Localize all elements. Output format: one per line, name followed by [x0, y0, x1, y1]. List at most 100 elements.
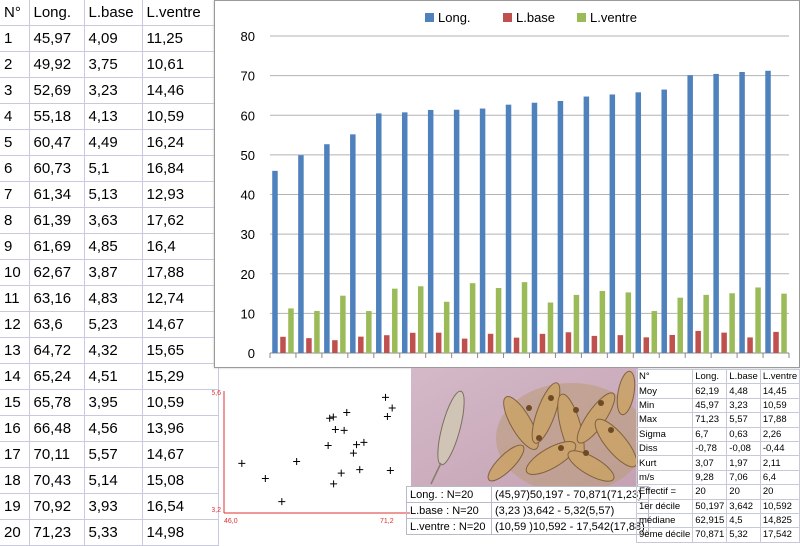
long-cell: 70,43: [29, 467, 85, 494]
stat-long: 71,23: [692, 412, 728, 428]
stat-lbase: 5,57: [726, 412, 761, 428]
lventre-cell: 16,54: [142, 493, 219, 520]
lbase-cell: 5,23: [84, 311, 143, 338]
row-number: 15: [0, 389, 30, 416]
lbase-cell: 4,56: [84, 415, 143, 442]
stat-long: 9,28: [692, 469, 728, 486]
bar-lbase-1: [280, 336, 286, 353]
table-row: 19 70,92 3,93 16,54: [0, 493, 219, 520]
stat-label: Moy: [635, 383, 694, 399]
table-row: 17 70,11 5,57 14,67: [0, 441, 219, 468]
scatter-point-9: [331, 425, 339, 433]
y-tick-label: 60: [241, 108, 255, 123]
bar-lventre-14: [625, 292, 632, 353]
stat-lventre: 17,88: [759, 412, 800, 428]
lventre-cell: 15,08: [142, 467, 219, 494]
legend-label: Long.: [438, 10, 471, 25]
stats-header-label: N°: [635, 368, 694, 385]
row-number: 9: [0, 233, 30, 260]
y-tick-label: 80: [241, 29, 255, 44]
bar-lbase-2: [306, 338, 312, 353]
range-label: L.base : N=20: [406, 502, 492, 519]
bar-long-13: [583, 96, 590, 353]
table-row: 3 52,69 3,23 14,46: [0, 77, 219, 104]
row-number: 13: [0, 337, 30, 364]
bar-lbase-13: [591, 335, 598, 353]
bar-lventre-13: [599, 290, 606, 353]
scatter-point-2: [261, 474, 269, 482]
row-number: 16: [0, 415, 30, 442]
stats-row: 1er décile 50,197 3,642 10,592: [635, 498, 800, 514]
bar-lbase-12: [565, 332, 572, 353]
bar-lbase-6: [409, 332, 416, 353]
scatter-plot: 5,6 3,246,0 71,2: [212, 390, 410, 525]
stats-row: médiane 62,915 4,5 14,825: [635, 512, 800, 529]
lventre-cell: 10,59: [142, 389, 219, 416]
y-tick-label: 0: [248, 346, 255, 361]
stat-long: 62,19: [692, 383, 728, 399]
long-cell: 70,92: [29, 493, 85, 520]
bar-long-3: [324, 144, 330, 353]
stat-lbase: 20: [726, 484, 761, 500]
stat-lventre: 20: [759, 484, 800, 500]
stat-long: 3,07: [692, 455, 728, 471]
stat-label: Max: [635, 412, 694, 428]
row-number: 11: [0, 285, 30, 312]
bar-lventre-12: [573, 294, 580, 353]
bar-lbase-15: [643, 337, 650, 353]
scatter-point-1: [238, 459, 246, 467]
range-row: L.base : N=20 (3,23 )3,642 - 5,32(5,57): [406, 502, 649, 519]
table-row: 1 45,97 4,09 11,25: [0, 25, 219, 52]
long-cell: 52,69: [29, 77, 85, 104]
bar-long-15: [635, 92, 642, 354]
table-row: 2 49,92 3,75 10,61: [0, 51, 219, 78]
row-number: 19: [0, 493, 30, 520]
lbase-cell: 5,1: [84, 155, 143, 182]
scatter-point-3: [278, 498, 286, 506]
scatter-point-4: [293, 458, 301, 466]
stat-lbase: 7,06: [726, 469, 761, 486]
lventre-cell: 12,93: [142, 181, 219, 208]
lventre-cell: 15,65: [142, 337, 219, 364]
table-row: 13 64,72 4,32 15,65: [0, 337, 219, 364]
lventre-cell: 13,96: [142, 415, 219, 442]
bar-lventre-17: [703, 294, 709, 353]
long-cell: 49,92: [29, 51, 85, 78]
table-row: 15 65,78 3,95 10,59: [0, 389, 219, 416]
lbase-cell: 3,23: [84, 77, 143, 104]
range-row: L.ventre : N=20 (10,59 )10,592 - 17,542(1…: [406, 518, 649, 535]
lbase-cell: 4,09: [84, 25, 143, 52]
bar-long-4: [350, 134, 356, 353]
table-row: 16 66,48 4,56 13,96: [0, 415, 219, 442]
table-row: 5 60,47 4,49 16,24: [0, 129, 219, 156]
scatter-point-15: [356, 466, 364, 474]
measurements-header-row: N° Long. L.base L.ventre: [0, 0, 219, 26]
long-cell: 63,6: [29, 311, 85, 338]
stat-long: -0,78: [692, 440, 728, 457]
stat-lbase: -0,08: [726, 440, 761, 457]
long-cell: 61,34: [29, 181, 85, 208]
bar-chart: 0 10 20 30 40 50 60 70 80 Long. L.base L.ventre: [214, 0, 800, 368]
long-cell: 60,47: [29, 129, 85, 156]
y-tick-label: 30: [241, 227, 255, 242]
bar-lventre-6: [417, 286, 424, 353]
table-row: 14 65,24 4,51 15,29: [0, 363, 219, 390]
stat-long: 45,97: [692, 397, 728, 414]
bar-lbase-9: [487, 333, 494, 353]
bar-lbase-16: [669, 334, 675, 353]
row-number: 18: [0, 467, 30, 494]
scatter-point-12: [343, 408, 351, 416]
stat-long: 50,197: [692, 498, 728, 514]
bar-lventre-11: [547, 302, 554, 353]
stat-label: médiane: [635, 512, 694, 529]
row-number: 3: [0, 77, 30, 104]
table-row: 4 55,18 4,13 10,59: [0, 103, 219, 130]
long-cell: 60,73: [29, 155, 85, 182]
stats-header-lbase: L.base: [726, 368, 761, 385]
long-cell: 63,16: [29, 285, 85, 312]
stats-row: Diss -0,78 -0,08 -0,44: [635, 440, 800, 457]
table-row: 6 60,73 5,1 16,84: [0, 155, 219, 182]
stat-lbase: 1,97: [726, 455, 761, 471]
lventre-cell: 15,29: [142, 363, 219, 390]
stat-lventre: 14,825: [759, 512, 800, 529]
